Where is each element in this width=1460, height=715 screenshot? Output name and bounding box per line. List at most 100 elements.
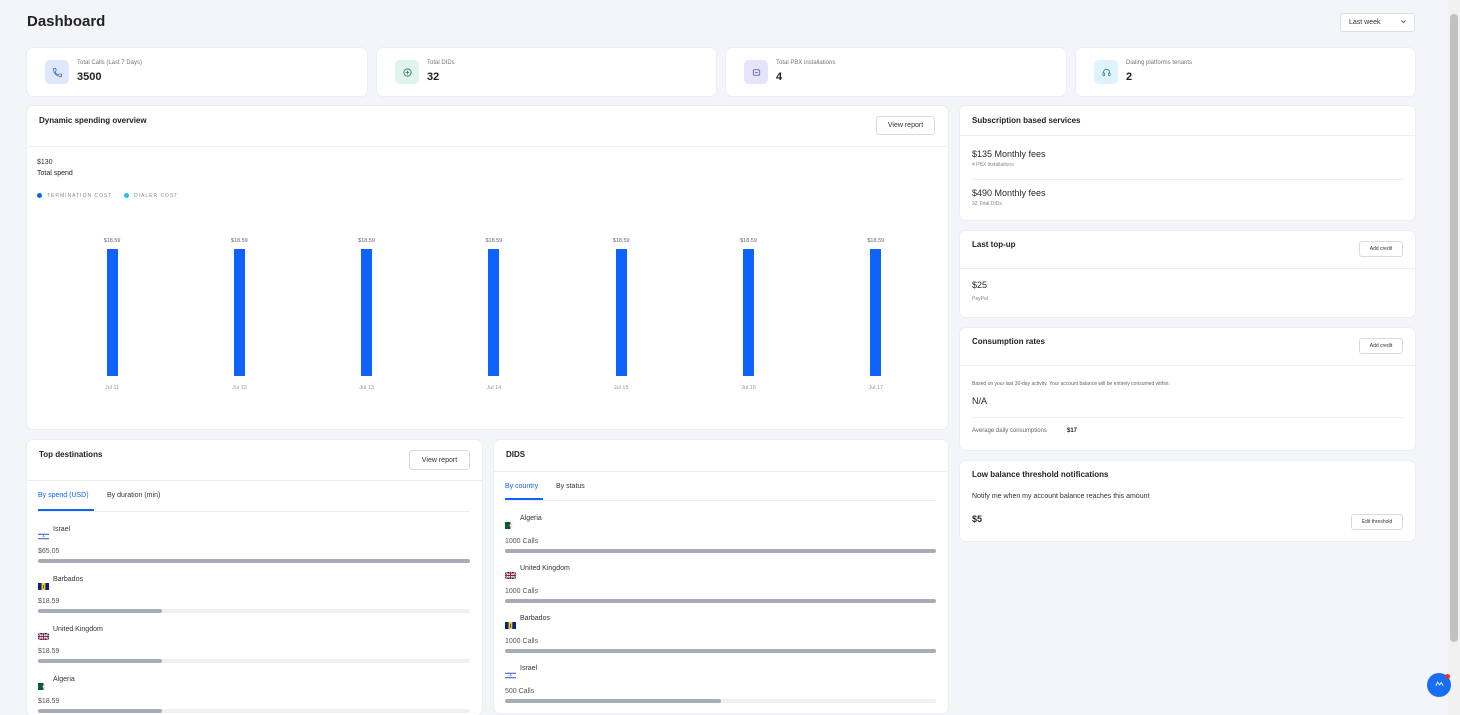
row-progress-fill [505,699,721,703]
chart-bar[interactable] [870,249,882,376]
row-progress-track [38,659,470,663]
topup-method: PayPal [972,296,988,302]
low-balance-title: Low balance threshold notifications [972,470,1109,479]
consumption-card: Consumption rates Add credit Based on yo… [960,328,1415,450]
chat-icon [1434,676,1445,694]
row-value: 1000 Calls [505,638,539,645]
total-spend-amount: $130 [37,159,53,166]
chart-bar[interactable] [743,249,754,376]
chart-bar[interactable] [615,249,627,376]
legend-termination-cost: TERMINATION COST [47,193,113,199]
spending-bar-chart: $18.59 Jul 11 $18.59 Jul 12 $18.59 Jul 13 $18.… [27,106,948,429]
algeria-flag-icon [38,677,49,690]
top-destinations-card: Top destinations View report By spend (U… [27,440,482,715]
spending-overview-card: Dynamic spending overview View report $1… [27,106,948,429]
headset-icon [1094,60,1118,84]
pbx-icon [744,60,768,84]
low-balance-text: Notify me when my account balance reache… [972,493,1150,500]
barbados-flag-icon [505,616,516,629]
row-country: Israel [520,665,538,672]
row-progress-track [38,559,470,563]
top-destinations-view-report-button[interactable]: View report [409,450,470,470]
bar-data-label: $18.59 [103,238,121,244]
uk-flag-icon [504,566,517,580]
chart-bar[interactable] [488,249,500,376]
row-country: Algeria [520,515,542,522]
consumption-add-credit-button[interactable]: Add credit [1359,338,1403,354]
total-spend-label: Total spend [37,170,73,177]
row-value: 1000 Calls [505,588,539,595]
did-icon [395,60,419,84]
bar-data-label: $18.59 [230,238,248,244]
bar-data-label: $18.59 [485,238,503,244]
subscription-sub: 4 PBX installations [972,162,1014,168]
last-topup-card: Last top-up Add credit $25 PayPal [960,231,1415,317]
chart-bar[interactable] [233,249,245,376]
tab-by-country[interactable]: By country [505,483,539,490]
spending-title: Dynamic spending overview [39,116,147,125]
bar-data-label: $18.59 [740,238,757,244]
row-country: Barbados [53,576,83,583]
algeria-flag-icon [505,516,516,529]
subscription-sub: 32 Total DIDs [972,201,1002,207]
tab-by-status[interactable]: By status [556,483,585,490]
bar-data-label: $18.59 [612,238,630,244]
uk-flag-icon [37,627,50,641]
row-progress-fill [505,649,936,653]
page-title: Dashboard [27,13,106,30]
chart-bar[interactable] [106,249,118,376]
stat-card-total-dids: Total DIDs 32 [377,48,716,96]
topup-amount: $25 [972,280,988,290]
stat-value: 2 [1126,71,1133,83]
tab-by-spend[interactable]: By spend (USD) [38,492,89,499]
period-select[interactable]: Last week [1340,13,1415,32]
row-country: Israel [53,526,71,533]
row-value: $18.59 [38,698,60,705]
spending-view-report-button[interactable]: View report [876,116,935,135]
israel-flag-icon [37,527,50,541]
stat-label: Total Calls (Last 7 Days) [77,60,143,66]
period-select-value: Last week [1349,19,1381,26]
edit-threshold-button[interactable]: Edit threshold [1351,514,1403,530]
x-tick-label: Jul 16 [741,385,756,391]
low-balance-card: Low balance threshold notifications Noti… [960,461,1415,541]
low-balance-amount: $5 [972,514,983,524]
page-scrollbar-thumb[interactable] [1450,14,1458,642]
row-progress-track [505,549,936,553]
x-tick-label: Jul 14 [486,385,502,391]
row-country: Barbados [520,615,550,622]
israel-flag-icon [504,666,517,680]
row-progress-track [505,649,936,653]
stat-card-total-calls: Total Calls (Last 7 Days) 3500 [27,48,367,96]
row-progress-fill [505,599,936,603]
x-tick-label: Jul 11 [104,385,120,391]
chat-launcher-button[interactable] [1427,673,1451,697]
stat-label: Total DIDs [427,60,455,66]
chart-bar[interactable] [361,249,373,376]
stat-label: Total PBX installations [776,60,836,66]
row-progress-fill [38,709,162,713]
stat-value: 4 [776,71,783,83]
row-progress-track [505,599,936,603]
legend-dot-dialer [124,193,129,198]
consumption-note: Based on your last 30-day activity. Your… [972,381,1170,387]
consumption-title: Consumption rates [972,337,1045,346]
avg-daily-label: Average daily consumptions [972,428,1047,434]
barbados-flag-icon [38,577,49,590]
row-progress-track [38,609,470,613]
row-progress-fill [38,659,162,663]
bar-data-label: $18.59 [867,238,885,244]
avg-daily-value: $17 [1067,428,1078,434]
chevron-down-icon [1400,18,1407,27]
subscription-amount: $490 Monthly fees [972,188,1046,198]
row-progress-fill [38,609,162,613]
stat-label: Dialing platforms tenants [1126,60,1193,66]
legend-dot-termination [37,193,42,198]
bar-data-label: $18.59 [358,238,375,244]
notification-dot [1445,674,1450,679]
topup-add-credit-button[interactable]: Add credit [1359,241,1403,257]
phone-icon [45,60,69,84]
row-value: $18.59 [38,598,60,605]
tab-by-duration[interactable]: By duration (min) [107,492,161,499]
dids-card: DIDS By country By status Algeria 1000 Ca… [494,440,948,713]
